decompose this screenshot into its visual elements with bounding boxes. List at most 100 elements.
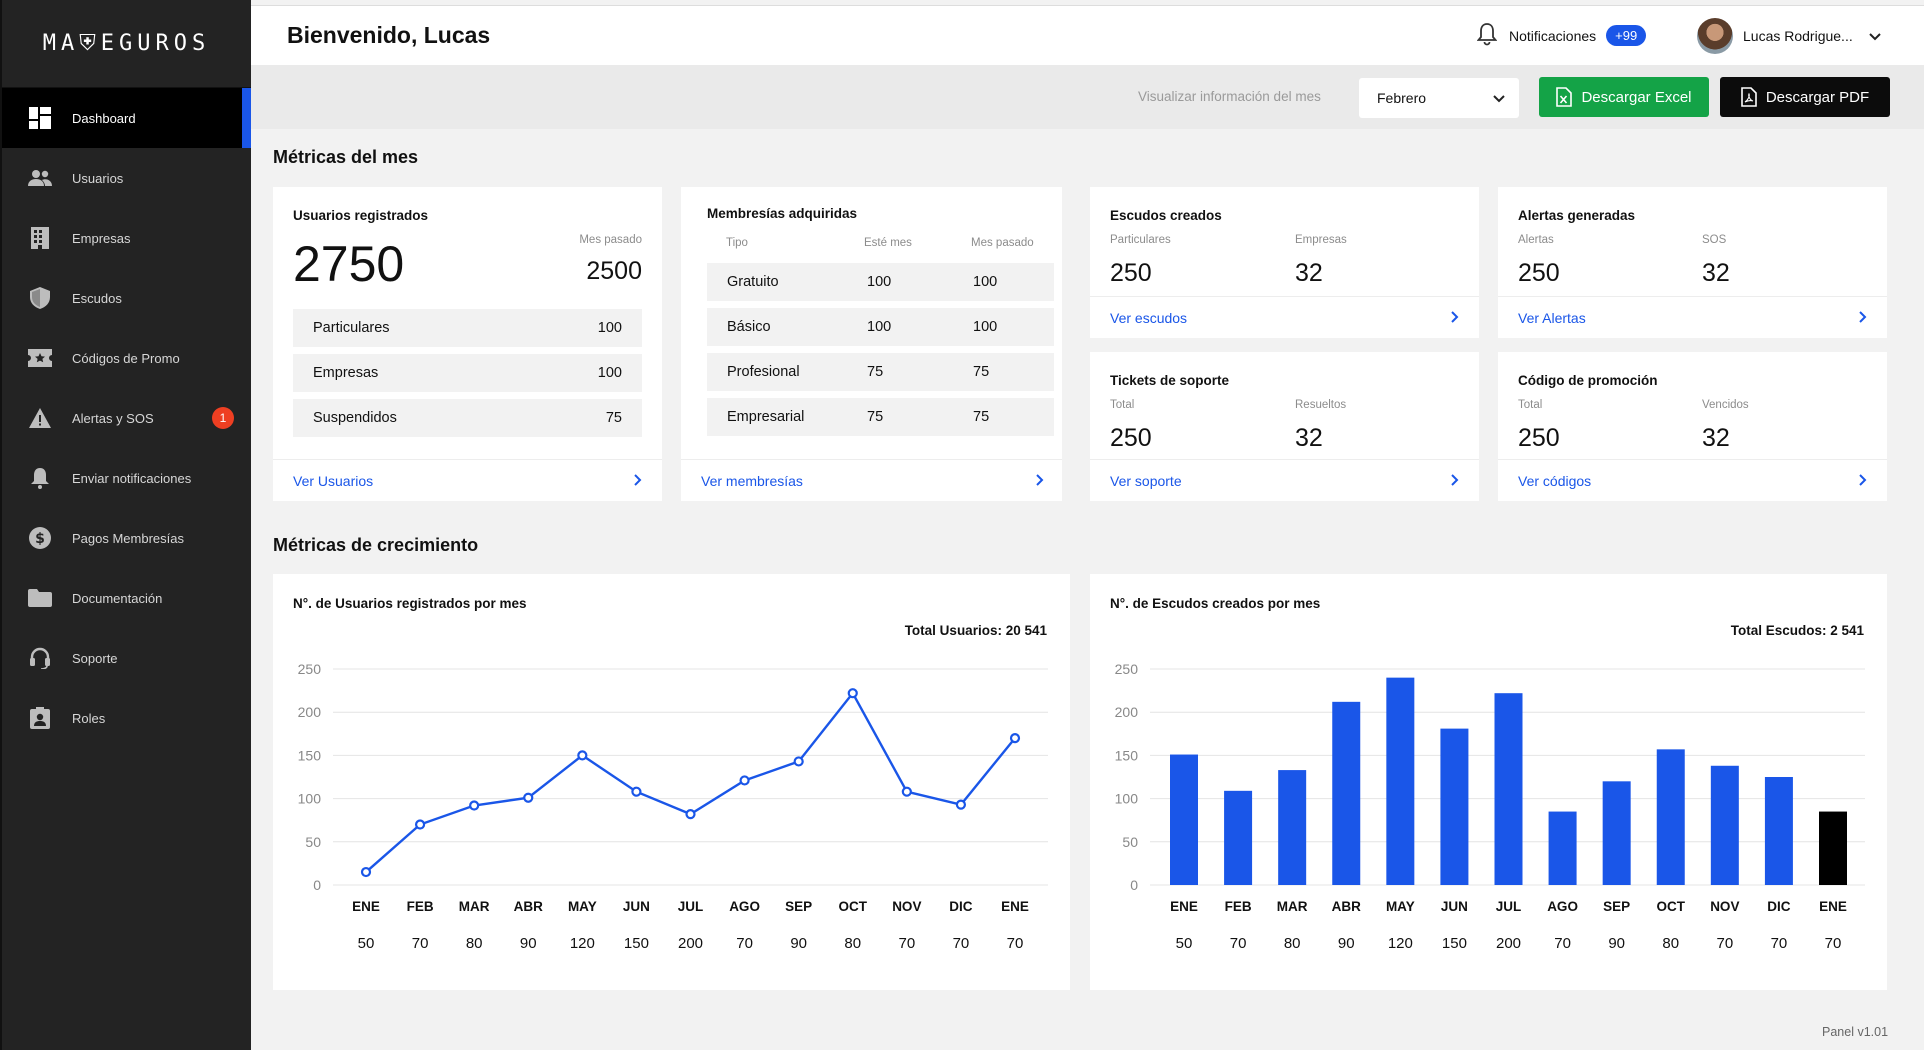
download-excel-label: Descargar Excel: [1581, 88, 1692, 106]
users-total-value: 2750: [293, 236, 405, 292]
view-support-link[interactable]: Ver soporte: [1090, 459, 1479, 501]
stat-label: Resueltos: [1295, 399, 1347, 411]
x-tick-label: NOV: [1710, 899, 1739, 914]
chevron-right-icon: [634, 473, 642, 489]
data-point[interactable]: [523, 792, 534, 803]
list-item: Empresas 100: [293, 354, 642, 392]
data-label: 70: [412, 935, 429, 952]
sidebar-item-enviar-notificaciones[interactable]: Enviar notificaciones: [2, 448, 251, 508]
bell-icon: [1476, 22, 1498, 49]
chart-svg: 0 50 100 150 200 250 ENE 50 FEB 70 MAR 80 ABR 90 MAY 12…: [298, 661, 1048, 952]
view-alerts-link[interactable]: Ver Alertas: [1498, 296, 1887, 338]
ticket-star-icon: [28, 346, 52, 370]
x-tick-label: DIC: [1767, 899, 1791, 914]
month-selector-label: Visualizar información del mes: [1138, 89, 1321, 104]
sidebar-item-roles[interactable]: Roles: [2, 688, 251, 748]
bar: [1440, 728, 1469, 885]
data-point[interactable]: [360, 866, 372, 878]
data-label: 70: [1554, 935, 1571, 952]
view-codes-link[interactable]: Ver códigos: [1498, 459, 1887, 501]
y-tick-label: 0: [313, 877, 321, 893]
data-point[interactable]: [577, 750, 588, 761]
data-point[interactable]: [1009, 733, 1021, 744]
sidebar-item-codigos-promo[interactable]: Códigos de Promo: [2, 328, 251, 388]
users-registered-card: Usuarios registrados 2750 Mes pasado 250…: [273, 187, 662, 501]
download-excel-button[interactable]: Descargar Excel: [1539, 77, 1709, 117]
data-point[interactable]: [685, 809, 696, 820]
series-line: [365, 691, 1016, 873]
sidebar-item-pagos-membresias[interactable]: $ Pagos Membresías: [2, 508, 251, 568]
avatar: [1697, 18, 1733, 54]
sidebar-item-usuarios[interactable]: Usuarios: [2, 148, 251, 208]
table-row: Profesional 75 75: [707, 353, 1054, 391]
x-tick-label: MAY: [1386, 899, 1415, 914]
chart-title: N°. de Usuarios registrados por mes: [293, 596, 527, 611]
stat-value: 250: [1518, 424, 1560, 452]
sidebar-item-label: Pagos Membresías: [72, 530, 184, 546]
user-name: Lucas Rodrigue...: [1743, 28, 1853, 44]
x-tick-label: FEB: [1225, 899, 1252, 914]
promo-code-card: Código de promoción Total Vencidos 250 3…: [1498, 352, 1887, 501]
y-tick-label: 50: [305, 834, 321, 850]
previous-month-value: 2500: [586, 257, 642, 285]
notifications-button[interactable]: Notificaciones +99: [1476, 22, 1647, 49]
data-point[interactable]: [955, 799, 967, 810]
y-tick-label: 250: [1115, 661, 1139, 677]
table-header: Tipo: [726, 237, 748, 249]
month-select-value: Febrero: [1377, 90, 1427, 106]
download-pdf-button[interactable]: Descargar PDF: [1720, 77, 1890, 117]
stat-value: 32: [1702, 259, 1730, 287]
data-point[interactable]: [793, 756, 804, 767]
x-tick-label: ENE: [1001, 899, 1029, 914]
data-point[interactable]: [847, 688, 858, 699]
data-label: 80: [844, 935, 861, 952]
data-label: 70: [736, 935, 753, 952]
stat-label: SOS: [1702, 234, 1727, 246]
sidebar-item-dashboard[interactable]: Dashboard: [2, 88, 251, 148]
sidebar-item-empresas[interactable]: Empresas: [2, 208, 251, 268]
data-point[interactable]: [631, 786, 642, 797]
view-memberships-link[interactable]: Ver membresías: [681, 459, 1062, 501]
data-point[interactable]: [901, 786, 912, 797]
data-point[interactable]: [414, 819, 426, 830]
data-label: 90: [790, 935, 807, 952]
card-title: Usuarios registrados: [293, 208, 429, 223]
sidebar-item-documentacion[interactable]: Documentación: [2, 568, 251, 628]
previous-month-label: Mes pasado: [579, 234, 642, 246]
data-point[interactable]: [469, 800, 480, 811]
sidebar-item-alertas-sos[interactable]: Alertas y SOS 1: [2, 388, 251, 448]
shield-icon: [28, 286, 52, 310]
sidebar-item-label: Enviar notificaciones: [72, 470, 192, 486]
user-menu[interactable]: Lucas Rodrigue...: [1697, 18, 1881, 54]
stat-label: Total: [1110, 399, 1135, 411]
data-label: 120: [570, 935, 595, 952]
bar: [1170, 754, 1198, 885]
data-label: 70: [1230, 935, 1247, 952]
x-tick-label: FEB: [407, 899, 434, 914]
x-tick-label: JUN: [1441, 899, 1468, 914]
notifications-count-badge: +99: [1606, 25, 1647, 46]
table-header: Esté mes: [864, 237, 912, 249]
alerts-generated-card: Alertas generadas Alertas SOS 250 32 Ver…: [1498, 187, 1887, 338]
chevron-right-icon: [1451, 473, 1459, 489]
x-tick-label: MAR: [459, 899, 490, 914]
svg-text:$: $: [35, 531, 45, 547]
warning-icon: [28, 406, 52, 430]
view-users-link[interactable]: Ver Usuarios: [273, 459, 662, 501]
month-select[interactable]: Febrero: [1359, 78, 1519, 118]
sidebar-item-label: Soporte: [72, 650, 118, 666]
chevron-right-icon: [1859, 310, 1867, 326]
data-label: 70: [1825, 935, 1842, 952]
stat-value: 32: [1295, 259, 1323, 287]
sidebar-item-label: Alertas y SOS: [72, 410, 154, 426]
bar: [1548, 811, 1577, 885]
sidebar-item-escudos[interactable]: Escudos: [2, 268, 251, 328]
y-tick-label: 50: [1122, 834, 1138, 850]
card-title: Membresías adquiridas: [707, 206, 858, 221]
view-shields-link[interactable]: Ver escudos: [1090, 296, 1479, 338]
data-point[interactable]: [739, 775, 750, 786]
page-title: Bienvenido, Lucas: [287, 22, 491, 48]
bar: [1224, 790, 1253, 885]
dashboard-icon: [28, 106, 52, 130]
sidebar-item-soporte[interactable]: Soporte: [2, 628, 251, 688]
